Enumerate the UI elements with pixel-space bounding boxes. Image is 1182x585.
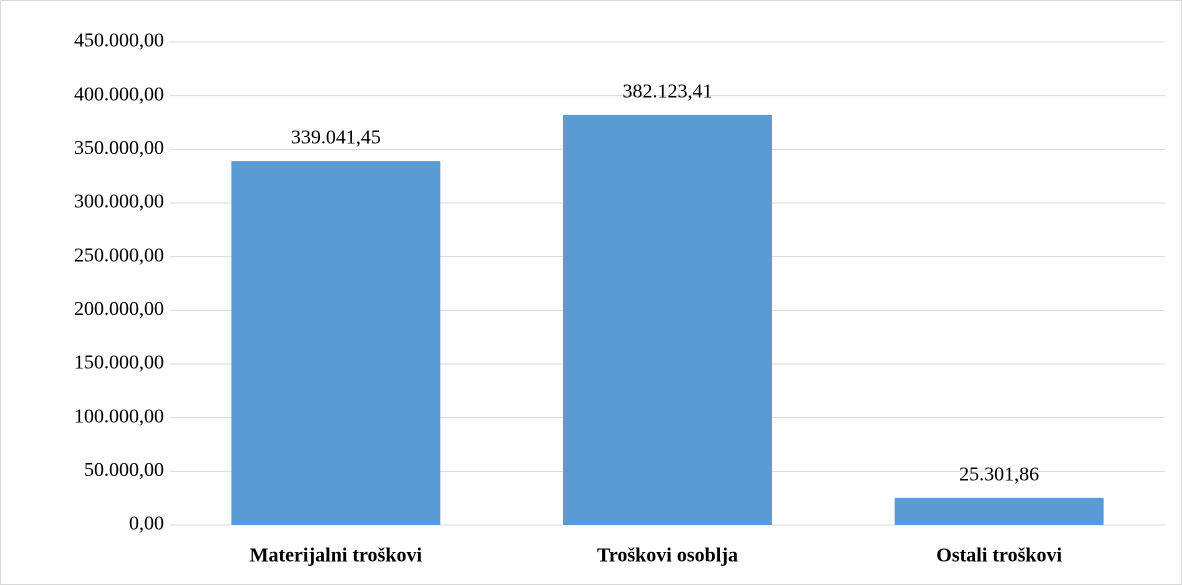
x-tick-label: Troškovi osoblja: [597, 545, 738, 567]
data-label: 25.301,86: [959, 463, 1039, 485]
y-tick-label: 0,00: [129, 513, 164, 535]
data-label: 382.123,41: [623, 80, 713, 102]
y-tick-label: 400.000,00: [74, 83, 164, 105]
bar: [563, 114, 772, 525]
y-tick-label: 100.000,00: [74, 405, 164, 427]
data-label: 339.041,45: [291, 127, 381, 149]
y-tick-label: 450.000,00: [74, 30, 164, 52]
y-tick-label: 350.000,00: [74, 137, 164, 159]
y-tick-label: 300.000,00: [74, 191, 164, 213]
x-tick-label: Materijalni troškovi: [250, 545, 423, 567]
y-tick-label: 150.000,00: [74, 352, 164, 374]
y-tick-label: 50.000,00: [84, 459, 164, 481]
x-tick-label: Ostali troškovi: [936, 545, 1062, 567]
bar: [231, 161, 441, 525]
y-tick-label: 200.000,00: [74, 298, 164, 320]
bar: [894, 497, 1104, 525]
y-tick-label: 250.000,00: [74, 244, 164, 266]
